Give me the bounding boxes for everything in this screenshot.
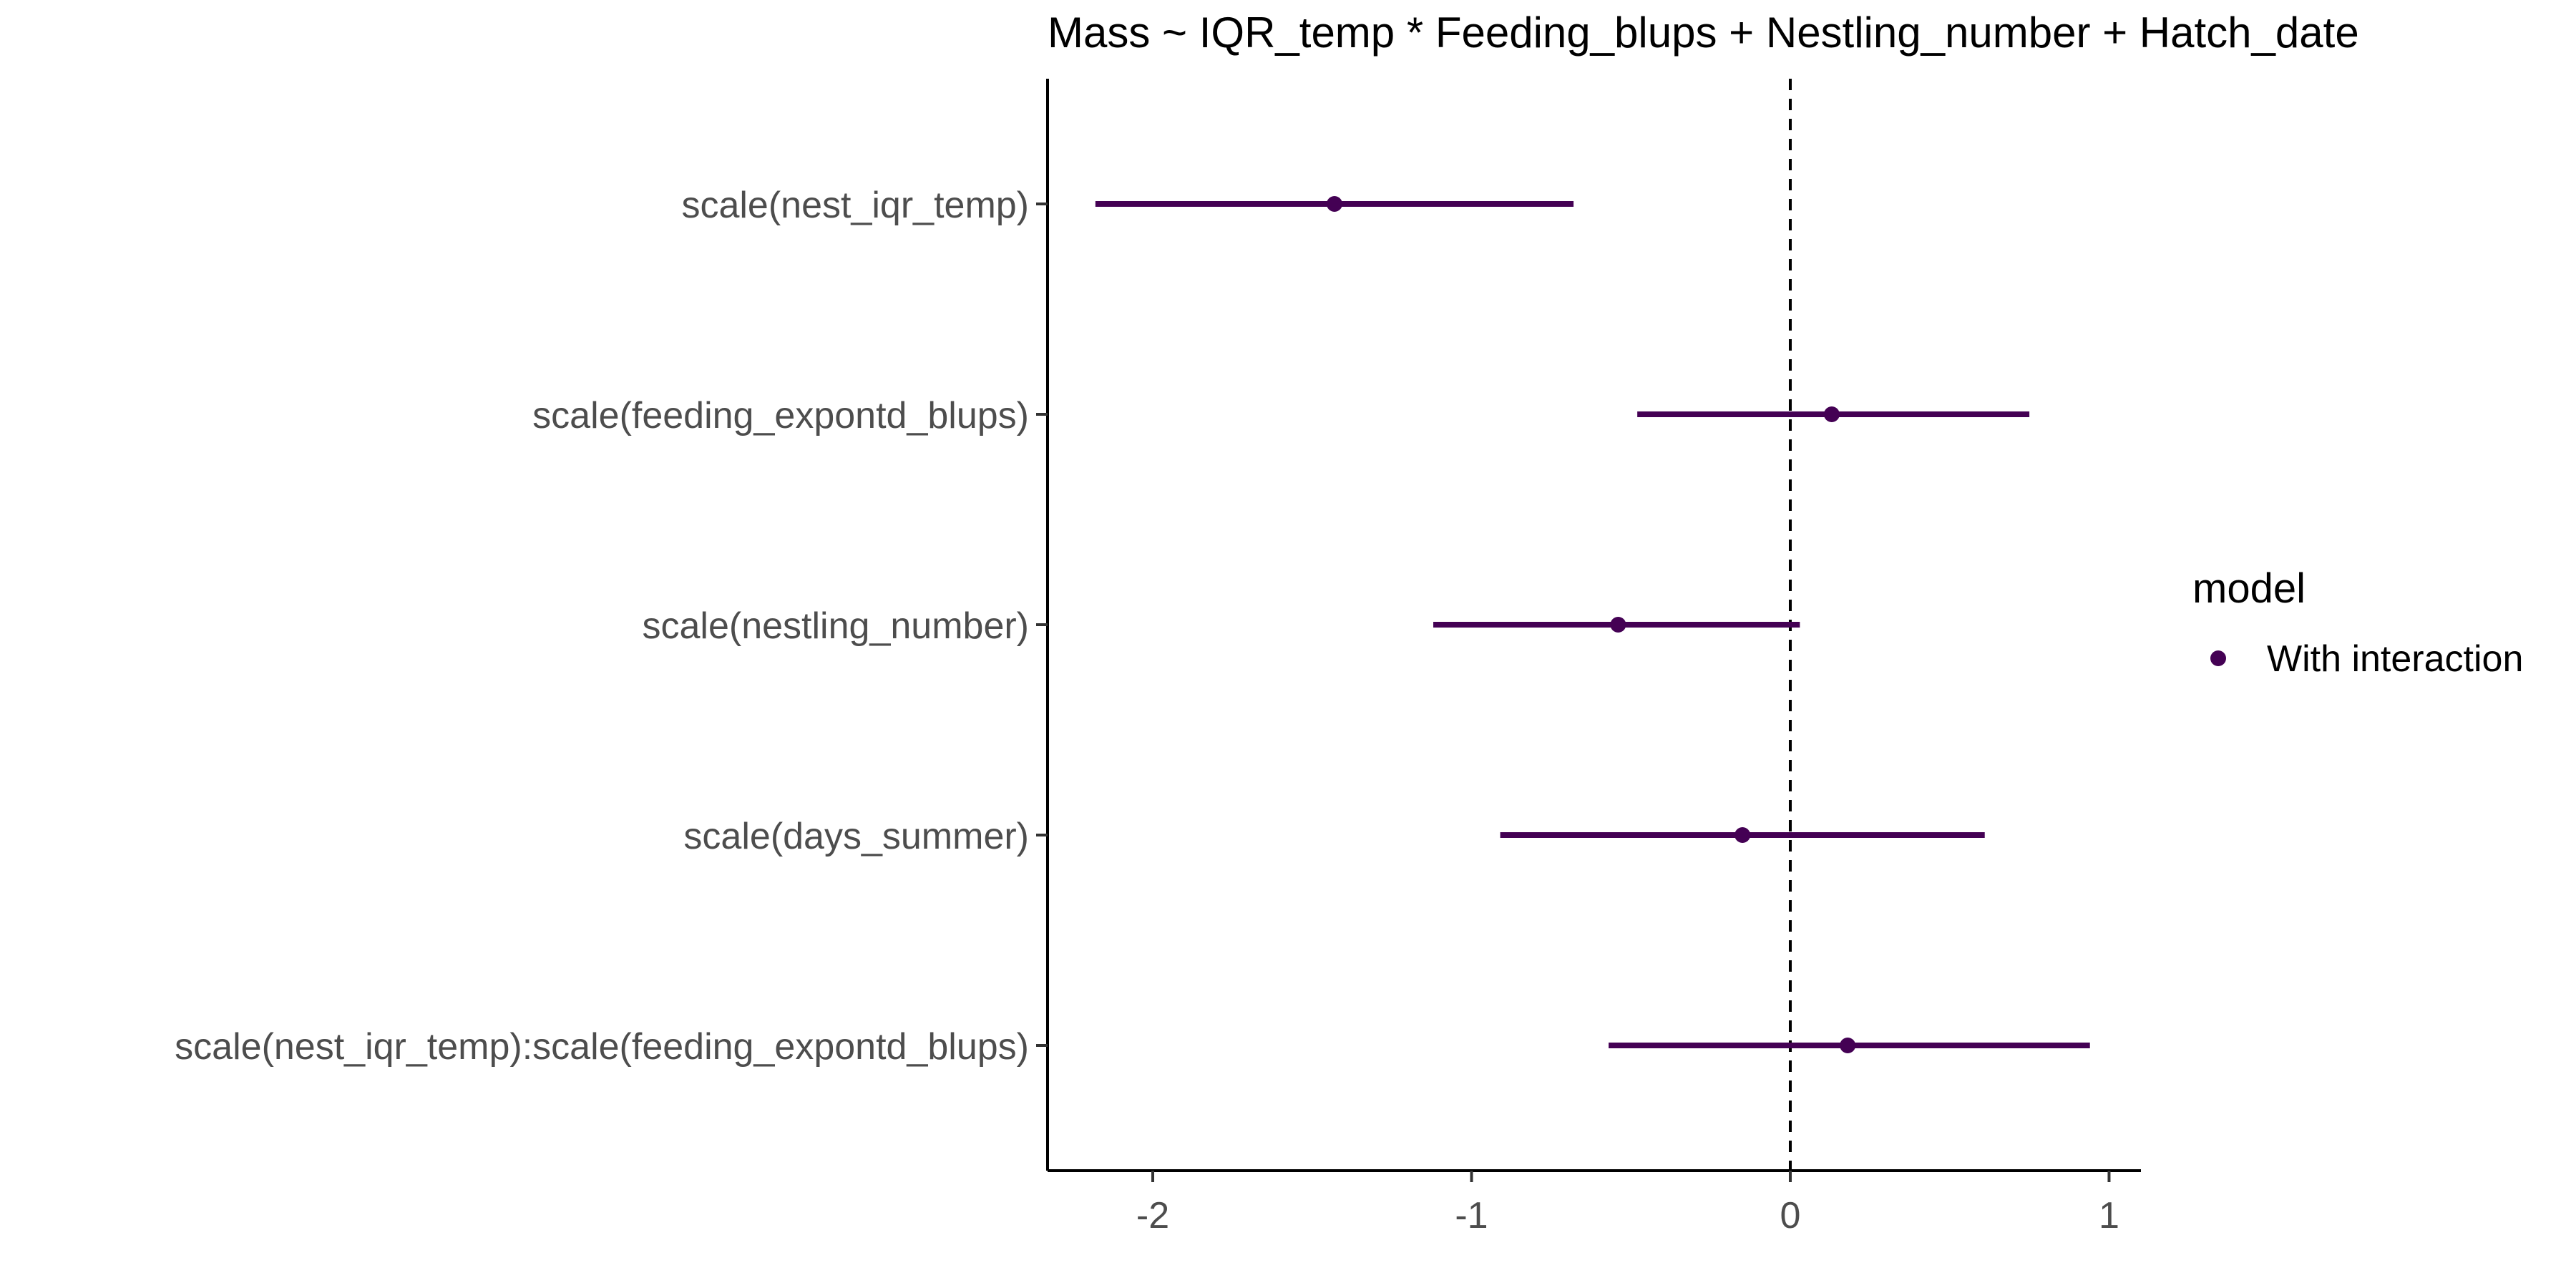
estimate-point <box>1610 617 1626 633</box>
x-tick-label: -1 <box>1455 1195 1488 1236</box>
legend: model With interaction <box>2192 565 2523 680</box>
y-tick-label: scale(feeding_expontd_blups) <box>532 395 1029 436</box>
chart-title: Mass ~ IQR_temp * Feeding_blups + Nestli… <box>1048 9 2359 57</box>
y-tick-label: scale(nest_iqr_temp):scale(feeding_expon… <box>175 1026 1029 1068</box>
y-tick-label: scale(nestling_number) <box>643 605 1030 647</box>
estimate-point <box>1735 827 1751 843</box>
x-tick-label: -2 <box>1136 1195 1169 1236</box>
legend-marker <box>2210 650 2226 666</box>
legend-entry-with-interaction: With interaction <box>2267 638 2523 680</box>
plot-area: -2 -1 0 1 scale(nest_iqr_temp) scale(feeding_… <box>175 79 2141 1236</box>
x-tick-label: 1 <box>2099 1195 2119 1236</box>
y-tick-label: scale(days_summer) <box>683 816 1029 857</box>
legend-title: model <box>2192 565 2306 612</box>
estimate-point <box>1823 406 1840 422</box>
estimate-point <box>1840 1038 1856 1053</box>
y-tick-label: scale(nest_iqr_temp) <box>681 185 1029 226</box>
x-tick-label: 0 <box>1780 1195 1801 1236</box>
estimate-point <box>1326 196 1342 212</box>
